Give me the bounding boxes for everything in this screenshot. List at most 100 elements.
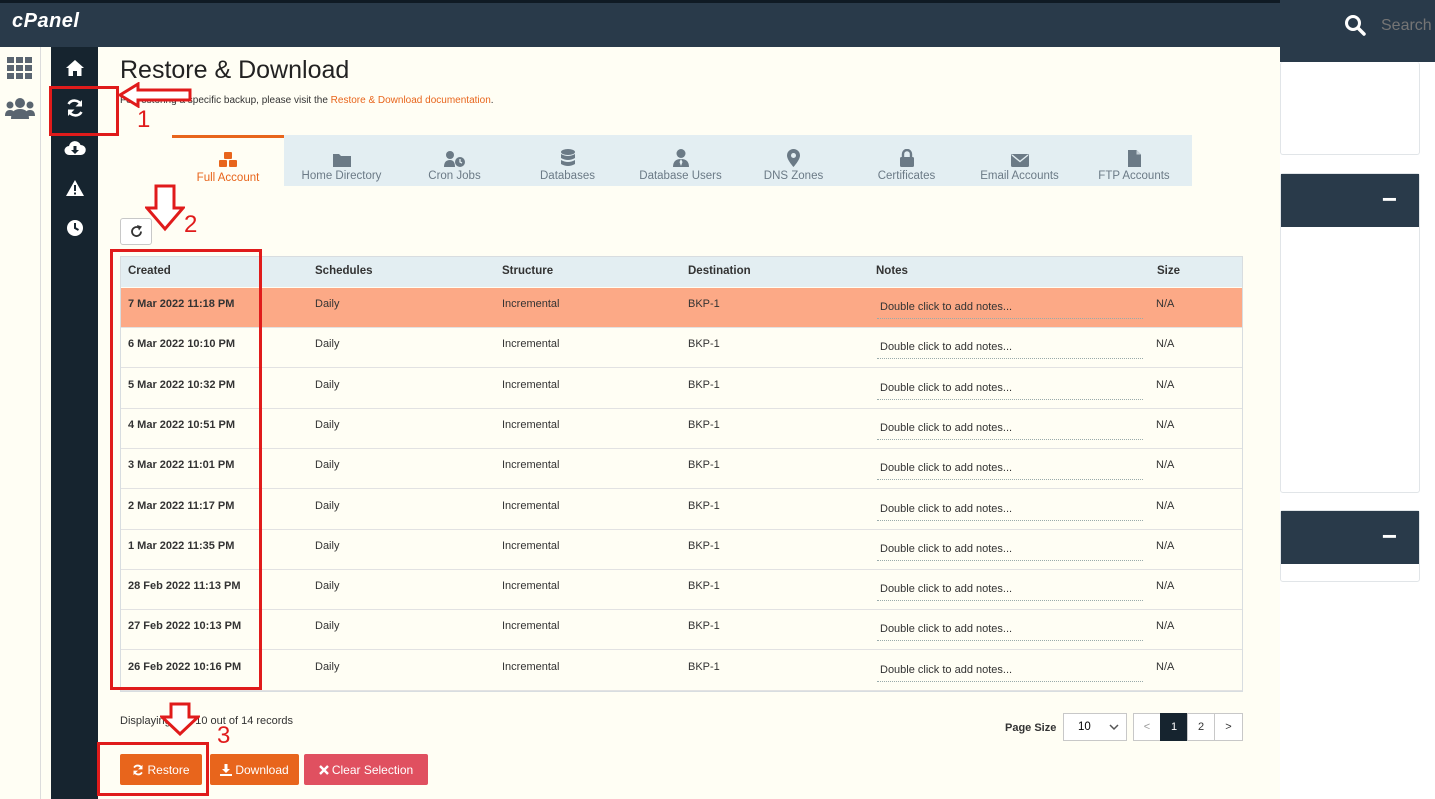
tab-databases[interactable]: Databases [511,135,624,186]
page-2-button[interactable]: 2 [1187,713,1215,741]
map-marker-icon [737,145,850,167]
created-cell: 6 Mar 2022 10:10 PM [128,338,236,351]
table-row[interactable]: 7 Mar 2022 11:18 PM Daily Incremental BKP-1… [121,288,1242,328]
tab-dns-zones[interactable]: DNS Zones [737,135,850,186]
download-label: Download [235,762,289,777]
table-row[interactable]: 1 Mar 2022 11:35 PM Daily Incremental BKP-1… [121,530,1242,570]
grid-icon[interactable] [7,57,33,84]
tab-label: Cron Jobs [428,170,481,182]
table-row[interactable]: 26 Feb 2022 10:16 PM Daily Incremental BKP-… [121,651,1242,691]
destination-cell: BKP-1 [688,660,720,673]
tab-label: DNS Zones [763,170,824,182]
page-size-select[interactable]: 10 [1063,713,1127,741]
schedule-cell: Daily [315,660,340,673]
notes-field[interactable]: Double click to add notes... [877,583,1143,602]
left-nav-sidebar [51,47,98,799]
structure-cell: Incremental [502,298,560,310]
table-row[interactable]: 5 Mar 2022 10:32 PM Daily Incremental BKP-1… [121,369,1242,409]
table-row[interactable]: 6 Mar 2022 10:10 PM Daily Incremental BKP-1… [121,328,1242,369]
table-row[interactable]: 28 Feb 2022 11:13 PM Daily Incremental BKP-… [121,570,1242,611]
tab-email-accounts[interactable]: Email Accounts [963,135,1076,186]
annotation-box-2 [110,249,262,690]
restore-button[interactable]: Restore [120,754,202,785]
tab-label: Full Account [196,172,260,184]
notes-field[interactable]: Double click to add notes... [877,462,1143,481]
created-cell: 28 Feb 2022 11:13 PM [128,580,241,593]
structure-cell: Incremental [502,338,560,351]
schedule-cell: Daily [315,378,340,391]
notes-field[interactable]: Double click to add notes... [877,382,1143,400]
page-prev-button[interactable]: < [1133,713,1161,741]
schedule-cell: Daily [315,580,340,593]
right-card-2: − [1280,173,1420,493]
left-nav-outer [0,47,41,799]
tab-certificates[interactable]: Certificates [850,135,963,186]
page-1-button[interactable]: 1 [1160,713,1188,741]
destination-cell: BKP-1 [688,459,720,472]
column-schedules[interactable]: Schedules [315,265,373,277]
top-bar [0,0,1280,47]
notes-field[interactable]: Double click to add notes... [877,623,1143,642]
search-icon[interactable] [1344,14,1368,38]
cloud-download-icon[interactable] [60,136,90,160]
notes-field[interactable]: Double click to add notes... [877,301,1143,319]
download-button[interactable]: Download [210,754,299,785]
schedule-cell: Daily [315,539,340,552]
notes-field[interactable]: Double click to add notes... [877,503,1143,521]
notes-field[interactable]: Double click to add notes... [877,341,1143,360]
backup-type-tabs: Full Account Home Directory Cron Jobs Da… [172,135,1192,186]
column-structure[interactable]: Structure [502,265,554,277]
notes-field[interactable]: Double click to add notes... [877,543,1143,561]
created-cell: 3 Mar 2022 11:01 PM [128,459,235,472]
column-created[interactable]: Created [128,265,171,277]
tab-database-users[interactable]: Database Users [624,135,737,186]
size-cell: N/A [1156,499,1175,512]
destination-cell: BKP-1 [688,539,720,552]
users-icon[interactable] [5,97,35,124]
created-cell: 5 Mar 2022 10:32 PM [128,378,236,391]
structure-cell: Incremental [502,378,560,391]
destination-cell: BKP-1 [688,338,720,351]
search-input[interactable] [1381,17,1435,35]
page-next-button[interactable]: > [1214,713,1243,741]
collapse-button[interactable]: − [1281,511,1419,564]
folder-icon [285,145,398,167]
close-icon [318,764,329,775]
backup-refresh-icon[interactable] [60,96,90,120]
home-icon[interactable] [60,56,90,80]
annotation-label-1: 1 [137,106,151,133]
column-destination[interactable]: Destination [688,265,751,277]
clear-selection-button[interactable]: Clear Selection [304,754,428,785]
clear-selection-label: Clear Selection [331,762,414,777]
cpanel-logo[interactable]: cPanel [12,10,80,32]
table-row[interactable]: 2 Mar 2022 11:17 PM Daily Incremental BKP-1… [121,490,1242,530]
column-notes[interactable]: Notes [876,265,908,277]
table-row[interactable]: 4 Mar 2022 10:51 PM Daily Incremental BKP-1… [121,409,1242,449]
column-size[interactable]: Size [1157,265,1181,277]
table-row[interactable]: 27 Feb 2022 10:13 PM Daily Incremental BKP-… [121,610,1242,651]
schedule-cell: Daily [315,338,340,351]
structure-cell: Incremental [502,539,560,552]
envelope-icon [963,145,1076,167]
warning-icon[interactable] [60,176,90,200]
notes-field[interactable]: Double click to add notes... [877,664,1143,682]
arrow-down-icon [158,702,202,741]
tab-label: Certificates [877,170,936,182]
table-row[interactable]: 3 Mar 2022 11:01 PM Daily Incremental BKP-1… [121,449,1242,490]
cubes-icon [172,146,284,168]
documentation-link[interactable]: Restore & Download documentation [330,95,491,106]
tab-ftp-accounts[interactable]: FTP Accounts [1076,135,1192,186]
refresh-button[interactable] [120,218,152,245]
tab-full-account[interactable]: Full Account [172,135,284,186]
collapse-button[interactable]: − [1281,174,1419,227]
clock-icon[interactable] [60,216,90,240]
size-cell: N/A [1156,298,1175,310]
structure-cell: Incremental [502,620,560,633]
tab-home-directory[interactable]: Home Directory [285,135,398,186]
structure-cell: Incremental [502,660,560,673]
schedule-cell: Daily [315,499,340,512]
tab-cron-jobs[interactable]: Cron Jobs [398,135,511,186]
right-card-1 [1280,62,1420,155]
right-card-3: − [1280,510,1420,582]
notes-field[interactable]: Double click to add notes... [877,422,1143,440]
